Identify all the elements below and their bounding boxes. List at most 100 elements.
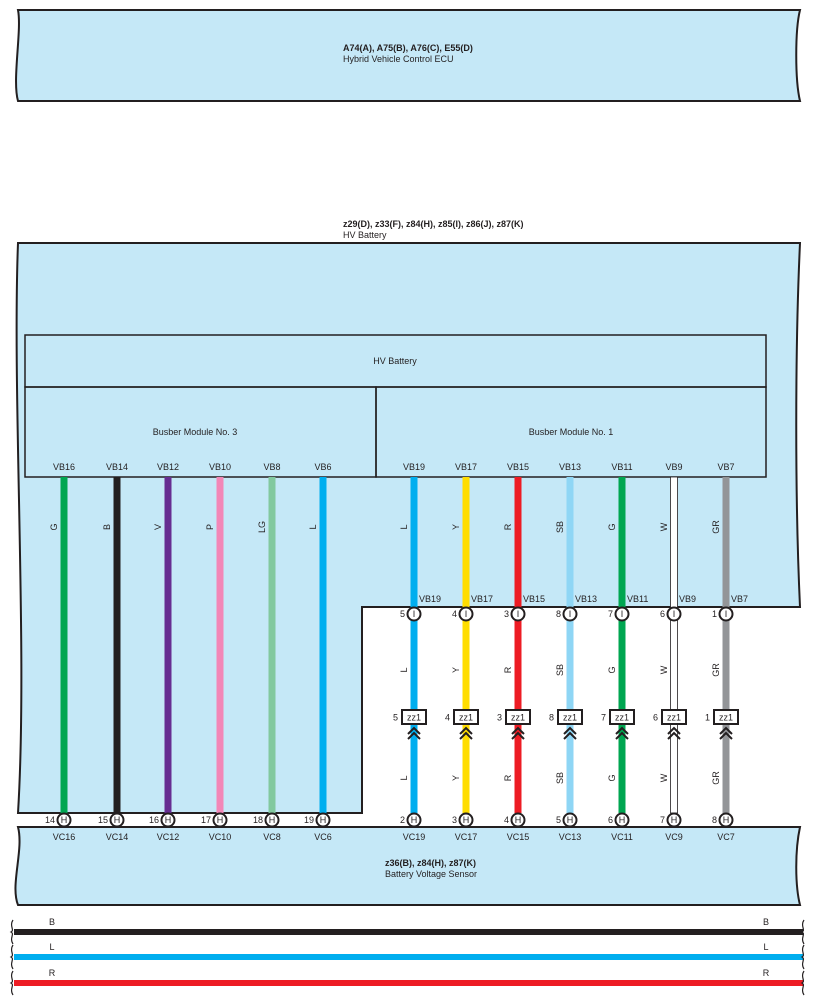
terminal-label: VB19 [403, 462, 425, 472]
sensor-terminal-label: VC15 [507, 832, 530, 842]
chevron-icon [459, 726, 473, 740]
bus-label-left: R [49, 968, 56, 978]
wire-color-label: GR [711, 663, 721, 677]
junction-connector-label: zz1 [667, 713, 681, 723]
sensor-terminal-label: VC9 [665, 832, 683, 842]
sensor-terminal-label: VC19 [403, 832, 426, 842]
wire-color-label: Y [451, 667, 461, 673]
junction-connector-label: zz1 [615, 713, 629, 723]
bus-label-right: B [763, 917, 769, 927]
sensor-connector-letter: H [463, 815, 470, 825]
wire-color-label: Y [451, 524, 461, 530]
ecu-block: A74(A), A75(B), A76(C), E55(D) Hybrid Ve… [15, 9, 802, 102]
terminal-label: VB12 [157, 462, 179, 472]
sensor-terminal-label: VC10 [209, 832, 232, 842]
bus-label-right: R [763, 968, 770, 978]
battery-connector-letter: I [413, 609, 416, 619]
wire-color-label: SB [555, 521, 565, 533]
battery-pin-number: 3 [504, 609, 509, 619]
junction-connector-box [505, 709, 531, 725]
sensor-connector-letter: H [619, 815, 626, 825]
wire-vb10: VB10 P H 17 VC10 [201, 462, 231, 842]
chevron-icon [615, 726, 629, 740]
battery-connector [406, 606, 422, 622]
wire-color-label: SB [555, 664, 565, 676]
wire-color-label: G [49, 523, 59, 530]
terminal-label: VB11 [611, 462, 632, 472]
busbar-module-3-label: Busber Module No. 3 [153, 427, 238, 437]
wire-color-label: G [607, 666, 617, 673]
battery-pin-number: 4 [452, 609, 457, 619]
sensor-connector-letter: H [61, 815, 68, 825]
sensor-terminal-label: VC6 [314, 832, 332, 842]
chevron-icon [719, 726, 733, 740]
junction-connector-label: zz1 [459, 713, 473, 723]
sensor-terminal-label: VC12 [157, 832, 180, 842]
ecu-connector-codes: A74(A), A75(B), A76(C), E55(D) [343, 43, 473, 53]
junction-pin-number: 1 [705, 713, 710, 723]
wire-color-label: Y [451, 775, 461, 781]
sensor-connector-letter: H [320, 815, 327, 825]
wire-color-label: L [399, 667, 409, 672]
battery-connector-letter: I [673, 609, 676, 619]
sensor-connector-letter: H [217, 815, 224, 825]
junction-connector-label: zz1 [407, 713, 421, 723]
junction-pin-number: 4 [445, 713, 450, 723]
busbar-module-1-label: Busber Module No. 1 [529, 427, 614, 437]
wire-color-label: SB [555, 772, 565, 784]
terminal-label: VB8 [263, 462, 280, 472]
sensor-pin-number: 5 [556, 815, 561, 825]
ecu-box [15, 9, 802, 102]
sensor-connector [212, 812, 228, 828]
sensor-connector-letter: H [411, 815, 418, 825]
junction-connector-box [661, 709, 687, 725]
battery-connector-letter: I [569, 609, 572, 619]
wire-color-label: W [659, 522, 669, 531]
bus-lines: B BL LR R [9, 917, 805, 996]
bus-label-right: L [763, 942, 768, 952]
battery-connector [458, 606, 474, 622]
wire-vb12: VB12 V H 16 VC12 [149, 462, 179, 842]
sensor-connector [614, 812, 630, 828]
wire-color-label: R [503, 523, 513, 530]
sensor-pin-number: 6 [608, 815, 613, 825]
sensor-connector [458, 812, 474, 828]
wire-color-label: GR [711, 771, 721, 785]
wire-color-label: L [399, 775, 409, 780]
sensor-connector-codes: z36(B), z84(H), z87(K) [385, 858, 476, 868]
sensor-terminal-label: VC7 [717, 832, 735, 842]
sensor-terminal-label: VC14 [106, 832, 129, 842]
break-mark-right [800, 944, 805, 970]
junction-pin-number: 6 [653, 713, 658, 723]
sensor-terminal-label: VC8 [263, 832, 281, 842]
wire-color-label: L [308, 524, 318, 529]
sensor-connector [264, 812, 280, 828]
sensor-connector [718, 812, 734, 828]
wire-color-label: R [503, 774, 513, 781]
junction-connector-box [401, 709, 427, 725]
sensor-pin-number: 7 [660, 815, 665, 825]
battery-outline [15, 242, 802, 814]
battery-inner-label: HV Battery [373, 356, 417, 366]
battery-connector [562, 606, 578, 622]
wire-color-label: W [659, 665, 669, 674]
wire-color-label: P [205, 524, 215, 530]
sensor-pin-number: 2 [400, 815, 405, 825]
wire-color-label: G [607, 774, 617, 781]
bus-label-left: L [49, 942, 54, 952]
wire-color-label: L [399, 524, 409, 529]
wire-color-label: LG [257, 521, 267, 533]
sensor-terminal-label: VC17 [455, 832, 478, 842]
battery-pin-number: 5 [400, 609, 405, 619]
